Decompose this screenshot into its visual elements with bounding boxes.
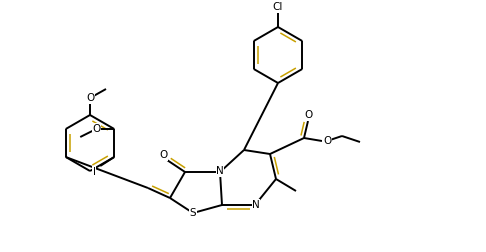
Text: O: O — [86, 93, 94, 103]
Text: N: N — [216, 166, 224, 176]
Text: O: O — [92, 124, 101, 134]
Text: O: O — [323, 136, 331, 146]
Text: I: I — [93, 167, 96, 177]
Text: Cl: Cl — [273, 2, 283, 12]
Text: O: O — [159, 150, 167, 160]
Text: N: N — [252, 200, 260, 210]
Text: O: O — [304, 110, 312, 120]
Text: S: S — [190, 208, 196, 218]
